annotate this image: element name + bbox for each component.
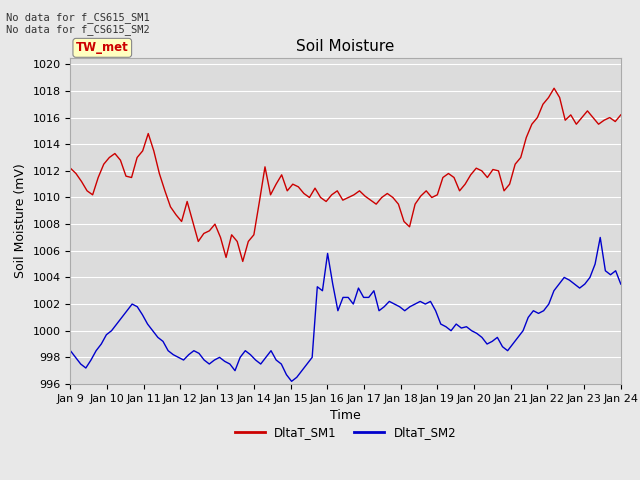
DltaT_SM1 — [172, 212, 180, 218]
DltaT_SM2 — [617, 281, 625, 287]
DltaT_SM2 — [67, 348, 74, 354]
DltaT_SM1 — [195, 239, 202, 244]
Text: No data for f_CS615_SM1: No data for f_CS615_SM1 — [6, 12, 150, 23]
DltaT_SM2 — [154, 335, 162, 340]
DltaT_SM2 — [596, 235, 604, 240]
DltaT_SM2 — [123, 308, 131, 313]
Text: No data for f_CS615_SM2: No data for f_CS615_SM2 — [6, 24, 150, 35]
DltaT_SM1 — [356, 188, 364, 194]
Title: Soil Moisture: Soil Moisture — [296, 39, 395, 54]
Text: TW_met: TW_met — [76, 41, 129, 54]
DltaT_SM2 — [288, 378, 296, 384]
DltaT_SM1 — [239, 259, 246, 264]
Y-axis label: Soil Moisture (mV): Soil Moisture (mV) — [14, 163, 27, 278]
DltaT_SM2 — [329, 281, 337, 287]
DltaT_SM1 — [617, 112, 625, 118]
Legend: DltaT_SM1, DltaT_SM2: DltaT_SM1, DltaT_SM2 — [230, 421, 461, 444]
DltaT_SM1 — [600, 117, 608, 123]
DltaT_SM2 — [545, 301, 552, 307]
DltaT_SM1 — [550, 85, 558, 91]
DltaT_SM1 — [67, 165, 74, 171]
DltaT_SM2 — [509, 341, 516, 347]
DltaT_SM1 — [584, 108, 591, 114]
Line: DltaT_SM2: DltaT_SM2 — [70, 238, 621, 381]
X-axis label: Time: Time — [330, 409, 361, 422]
Line: DltaT_SM1: DltaT_SM1 — [70, 88, 621, 262]
DltaT_SM1 — [400, 218, 408, 224]
DltaT_SM2 — [556, 281, 563, 287]
